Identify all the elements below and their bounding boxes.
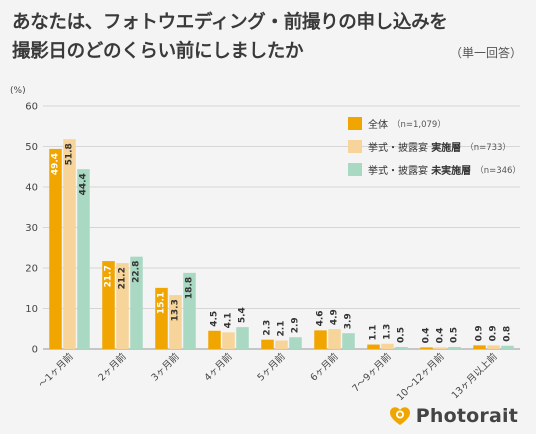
legend-swatch-overall [348,117,362,130]
bar [289,337,302,349]
data-label: 22.8 [132,261,142,283]
y-tick-label: 10 [25,304,38,315]
bar [473,345,486,349]
legend-label-no-ceremony-bold: 未実施層 [431,166,472,177]
bar [49,148,62,349]
bar [342,333,355,349]
data-label: 0.4 [422,327,432,343]
bar [130,256,143,349]
bar [420,347,433,349]
y-tick-label: 20 [25,264,38,275]
bar [261,339,274,349]
legend-label-ceremony-bold: 実施層 [431,143,462,154]
bar [183,272,196,349]
bar [501,345,514,349]
logo-text: Photorait [415,405,518,427]
data-label: 0.5 [450,327,460,343]
bar [487,345,500,349]
bar [208,330,221,349]
data-label: 4.5 [210,311,220,327]
data-label: 4.6 [316,310,326,326]
data-label: 51.8 [65,143,75,165]
data-label: 0.8 [503,326,513,342]
y-tick-label: 30 [25,223,38,234]
data-label: 18.8 [185,277,195,299]
bar [367,344,380,349]
x-tick-label: 13ヶ月以上前 [449,351,500,402]
x-tick-label: 6ヶ月前 [308,351,341,384]
x-tick-label: 2ヶ月前 [96,351,129,384]
legend-note-overall: （n=1,079） [392,119,446,130]
bar [381,343,394,349]
x-tick-label: 5ヶ月前 [255,351,288,384]
answer-type-note: （単一回答） [449,46,522,60]
data-label: 44.4 [79,173,89,195]
bar [275,340,288,349]
data-label: 49.4 [51,153,61,175]
data-label: 13.3 [171,299,181,321]
legend-item-overall: 全体 （n=1,079） [348,112,521,135]
legend-label-overall: 全体 [368,120,388,131]
data-label: 2.1 [277,321,287,337]
legend-item-no-ceremony: 挙式・披露宴 未実施層 （n=346） [348,158,521,181]
bar [314,330,327,349]
data-label: 1.3 [383,324,393,340]
y-tick-label: 40 [25,183,38,194]
data-label: 0.4 [436,327,446,343]
data-label: 1.1 [369,325,379,341]
legend-label-no-ceremony-plain: 挙式・披露宴 [368,166,432,177]
legend-label-ceremony-plain: 挙式・披露宴 [368,143,432,154]
bar [169,295,182,349]
heart-camera-icon [389,407,410,425]
data-label: 5.4 [238,307,248,323]
bar [448,346,461,349]
bar [116,263,129,349]
data-label: 2.9 [291,317,301,333]
data-label: 0.5 [397,327,407,343]
data-label: 15.1 [157,292,167,314]
x-tick-label: 10～12ヶ月前 [394,351,446,403]
data-label: 0.9 [475,325,485,341]
bar [434,347,447,349]
data-label: 21.7 [104,265,114,287]
chart-title: あなたは、フォトウエディング・前撮りの申し込みを 撮影日のどのくらい前にしました… [12,8,452,66]
x-tick-label: ～1ヶ月前 [36,351,76,391]
data-label: 0.9 [489,325,499,341]
legend-swatch-ceremony [348,140,362,153]
bar [102,261,115,349]
legend: 全体 （n=1,079） 挙式・披露宴 実施層 （n=733） 挙式・披露宴 未… [348,112,521,181]
title-line-2: 撮影日のどのくらい前にしましたか [12,41,304,62]
y-axis-unit: (%) [10,86,26,96]
y-tick-label: 0 [32,345,38,356]
bar [63,139,76,349]
data-label: 21.2 [118,267,128,289]
bar [222,332,235,349]
data-label: 2.3 [263,320,273,336]
photorait-logo: Photorait [388,404,518,428]
legend-note-no-ceremony: （n=346） [475,165,521,176]
data-label: 3.9 [344,313,354,329]
bar [155,287,168,349]
data-label: 4.1 [224,312,234,328]
x-tick-label: 3ヶ月前 [149,351,182,384]
x-tick-label: 7～9ヶ月前 [350,351,394,395]
data-label: 4.9 [330,309,340,325]
bar [77,169,90,349]
y-tick-label: 60 [25,102,38,113]
bar [395,346,408,349]
bar [236,327,249,349]
bar [328,329,341,349]
title-line-1: あなたは、フォトウエディング・前撮りの申し込みを [12,12,448,33]
x-tick-label: 4ヶ月前 [202,351,235,384]
y-tick-label: 50 [25,142,38,153]
legend-swatch-no-ceremony [348,163,362,176]
legend-item-ceremony: 挙式・披露宴 実施層 （n=733） [348,135,521,158]
legend-note-ceremony: （n=733） [465,142,511,153]
